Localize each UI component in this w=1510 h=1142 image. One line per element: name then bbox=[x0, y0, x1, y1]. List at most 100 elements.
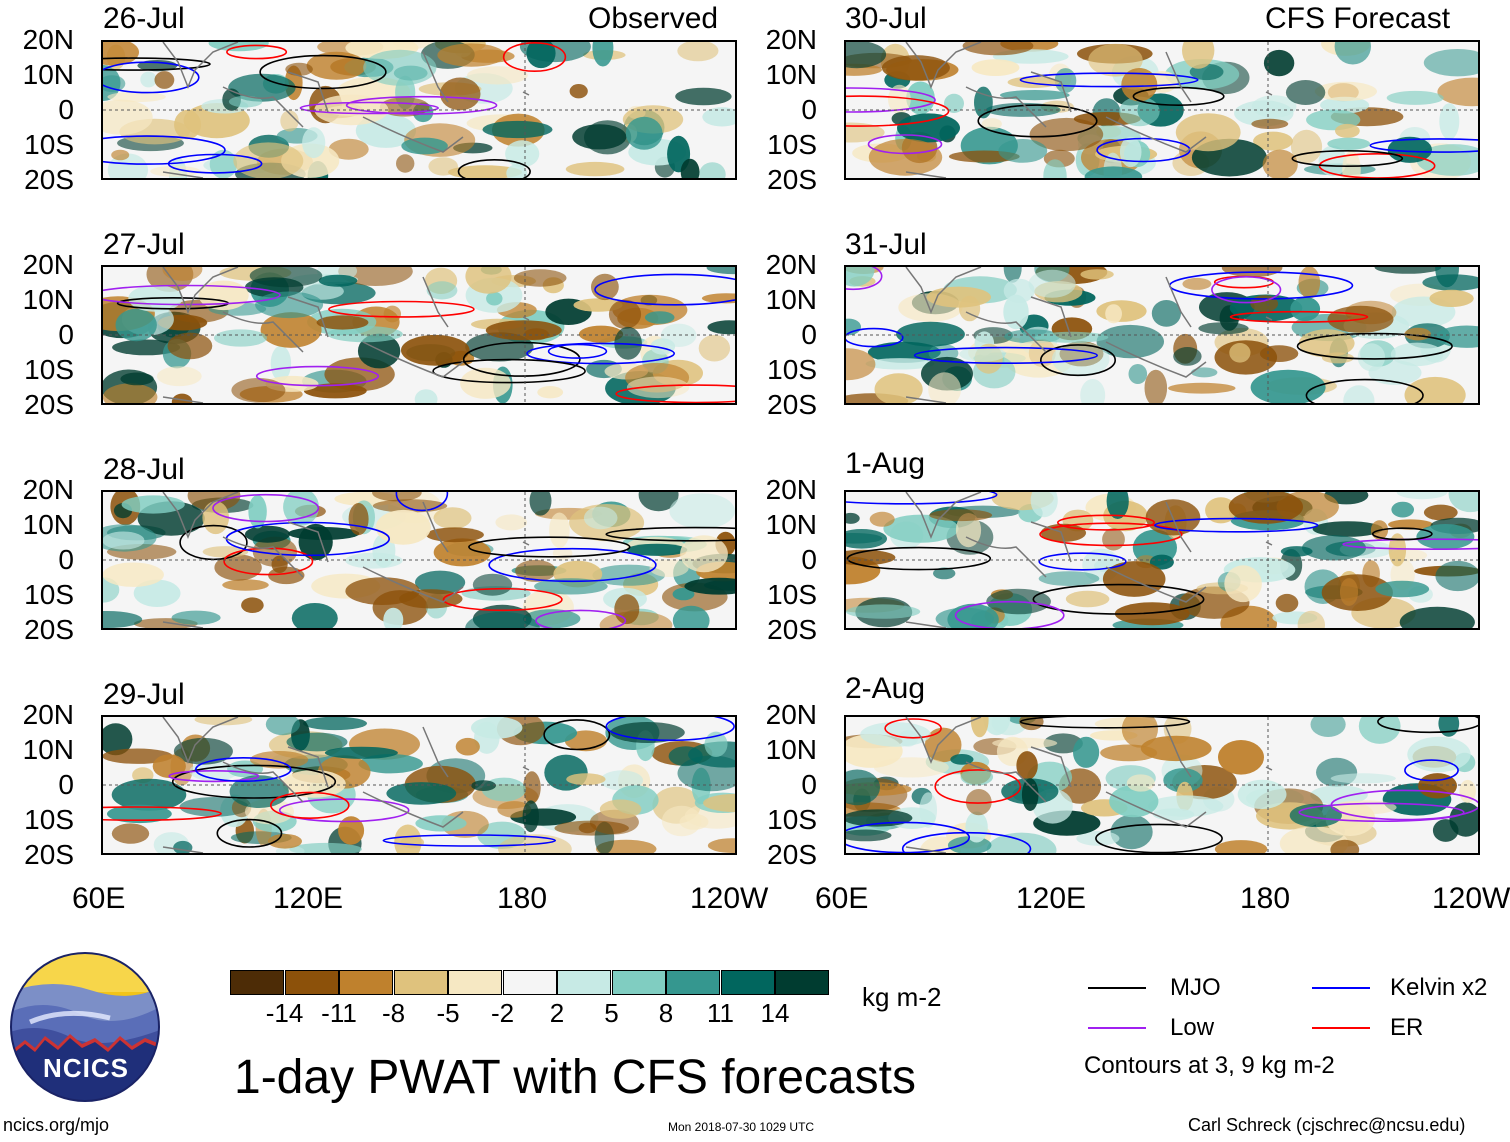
lon-label-120e-right: 120E bbox=[1016, 882, 1087, 915]
anomaly-blob bbox=[1318, 145, 1347, 177]
contour-line bbox=[1032, 583, 1205, 615]
contour-line bbox=[103, 57, 211, 71]
anomaly-blob bbox=[1224, 565, 1262, 603]
anomaly-blob bbox=[1404, 376, 1466, 403]
anomaly-blob bbox=[565, 161, 625, 177]
anomaly-blob bbox=[523, 771, 541, 804]
anomaly-blob bbox=[1334, 42, 1371, 65]
anomaly-blob bbox=[1342, 150, 1361, 178]
anomaly-blob bbox=[906, 81, 935, 115]
anomaly-blob bbox=[173, 737, 233, 765]
colorbar-swatch bbox=[611, 970, 666, 995]
contour-line bbox=[432, 358, 586, 384]
lat-label: 10N bbox=[765, 284, 817, 315]
anomaly-blob bbox=[1298, 267, 1321, 299]
anomaly-blob bbox=[1034, 331, 1109, 343]
anomaly-blob bbox=[302, 127, 326, 159]
colorbar-swatch bbox=[666, 970, 720, 995]
anomaly-blob bbox=[248, 495, 267, 529]
anomaly-blob bbox=[1096, 324, 1164, 359]
lat-label: 20N bbox=[765, 24, 817, 55]
anomaly-blob bbox=[955, 513, 982, 548]
anomaly-blob bbox=[699, 162, 726, 178]
anomaly-blob bbox=[1358, 717, 1401, 744]
anomaly-blob bbox=[465, 267, 512, 294]
anomaly-blob bbox=[1140, 735, 1212, 762]
contour-line bbox=[1038, 552, 1127, 571]
contour-line bbox=[1291, 150, 1404, 168]
anomaly-blob bbox=[935, 607, 994, 628]
anomaly-blob bbox=[270, 345, 292, 382]
anomaly-blob bbox=[265, 717, 300, 736]
colorbar-tick-label: 8 bbox=[658, 998, 674, 1028]
anomaly-blob bbox=[1259, 345, 1299, 362]
anomaly-blob bbox=[703, 794, 735, 812]
anomaly-blob bbox=[1121, 68, 1158, 102]
colorbar-tick-label: 14 bbox=[760, 998, 790, 1028]
anomaly-blob bbox=[1435, 325, 1478, 348]
legend-line-mjo bbox=[1088, 987, 1146, 989]
contour-line bbox=[226, 44, 288, 60]
anomaly-blob bbox=[1168, 382, 1236, 394]
anomaly-blob bbox=[569, 84, 588, 99]
anomaly-blob bbox=[375, 509, 431, 545]
anomaly-blob bbox=[614, 594, 640, 625]
footer-url[interactable]: ncics.org/mjo bbox=[3, 1115, 110, 1135]
anomaly-blob bbox=[1391, 501, 1414, 518]
anomaly-blob bbox=[1297, 610, 1325, 628]
anomaly-blob bbox=[881, 55, 950, 81]
anomaly-blob bbox=[1275, 593, 1299, 613]
anomaly-blob bbox=[846, 829, 892, 842]
legend-line-low bbox=[1088, 1027, 1146, 1029]
anomaly-blob bbox=[485, 320, 562, 341]
anomaly-blob bbox=[1388, 533, 1407, 567]
anomaly-blob bbox=[425, 527, 484, 543]
panel-title-obs-1: 26-Jul bbox=[103, 2, 185, 35]
map-panel-fc-3 bbox=[844, 490, 1480, 630]
lat-label: 10S bbox=[24, 129, 74, 160]
legend-line-kelvin bbox=[1312, 987, 1370, 989]
coastline bbox=[905, 492, 1273, 628]
anomaly-blob bbox=[1121, 717, 1158, 748]
anomaly-blob bbox=[289, 842, 362, 853]
anomaly-blob bbox=[222, 579, 269, 591]
legend-line-er bbox=[1312, 1027, 1370, 1029]
anomaly-blob bbox=[888, 84, 911, 115]
anomaly-blob bbox=[167, 332, 213, 360]
anomaly-blob bbox=[472, 573, 513, 596]
anomaly-blob bbox=[534, 578, 608, 595]
anomaly-blob bbox=[965, 811, 988, 843]
contour-line bbox=[846, 267, 883, 291]
anomaly-blob bbox=[1435, 560, 1478, 592]
legend-label-low: Low bbox=[1170, 1014, 1215, 1041]
anomaly-blob bbox=[897, 113, 960, 143]
anomaly-blob bbox=[572, 124, 627, 150]
anomaly-blob bbox=[1102, 561, 1166, 597]
anomaly-blob bbox=[327, 326, 403, 343]
anomaly-blob bbox=[1021, 778, 1039, 811]
lat-label: 20S bbox=[24, 164, 74, 195]
map-panel-obs-4 bbox=[101, 715, 737, 855]
anomaly-blob bbox=[318, 274, 358, 287]
anomaly-blob bbox=[707, 838, 735, 853]
lat-label: 0 bbox=[801, 319, 817, 350]
map-panel-obs-3 bbox=[101, 490, 737, 630]
panel-title-fc-4: 2-Aug bbox=[845, 672, 926, 705]
anomaly-blob bbox=[896, 321, 965, 347]
anomaly-blob bbox=[1399, 606, 1475, 628]
anomaly-blob bbox=[103, 723, 133, 756]
lat-label: 10N bbox=[765, 509, 817, 540]
contour-line bbox=[1404, 759, 1459, 782]
anomaly-blob bbox=[680, 535, 728, 573]
anomaly-blob bbox=[1175, 113, 1241, 152]
lat-label: 20S bbox=[767, 164, 817, 195]
anomaly-blob bbox=[1368, 360, 1422, 385]
contour-line bbox=[168, 769, 260, 783]
lat-label: 10N bbox=[22, 59, 74, 90]
lat-label: 10S bbox=[24, 804, 74, 835]
anomaly-blob bbox=[433, 507, 472, 529]
anomaly-blob bbox=[933, 567, 956, 580]
anomaly-blob bbox=[233, 142, 304, 178]
anomaly-blob bbox=[592, 42, 614, 67]
lat-label: 10S bbox=[767, 129, 817, 160]
